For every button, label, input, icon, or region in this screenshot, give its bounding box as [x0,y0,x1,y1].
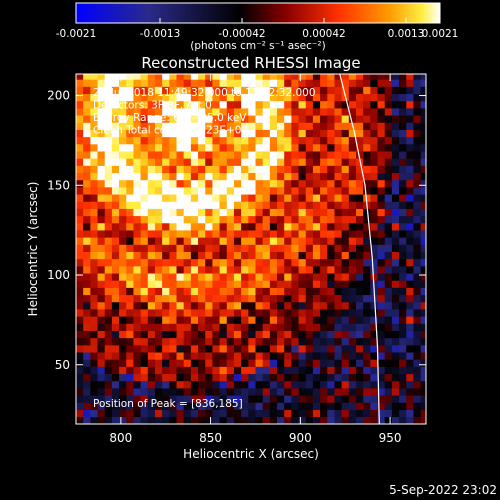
y-axis-label: Heliocentric Y (arcsec) [26,182,40,317]
colorbar-unit-label: (photons cm⁻² s⁻¹ asec⁻²) [190,40,325,52]
y-axis: 50 100 150 200 [47,89,426,372]
annotation-line: Detectors: 3F 8F, Att 0 [93,100,212,112]
annotation-line: Energy Range: 6.0 - 25.0 keV [93,112,247,124]
colorbar-tick-label: -0.0021 [56,28,97,40]
y-tick-label: 200 [47,89,70,103]
y-tick-label: 50 [55,358,70,372]
x-tick-label: 800 [109,431,132,445]
peak-position-label: Position of Peak = [836,185] [93,398,243,410]
colorbar-tick-label: -0.0013 [140,28,181,40]
annotation-line: 22-Jul-2018 11:49:32.000 to 11:52:32.000 [93,87,316,99]
plot-frame [75,73,427,425]
x-tick-label: 900 [289,431,312,445]
annotation-block: 22-Jul-2018 11:49:32.000 to 11:52:32.000… [93,87,316,137]
annotation-line: Clean Total counts: 3.23E+03 [93,125,248,137]
colorbar [75,2,441,24]
colorbar-tick-label: 0.0021 [422,28,459,40]
y-tick-label: 150 [47,178,70,192]
colorbar-tick-label: 0.0013 [388,28,425,40]
footer-timestamp: 5-Sep-2022 23:02 [389,483,497,497]
heatmap-image [76,74,426,424]
x-axis-label: Heliocentric X (arcsec) [183,447,319,461]
x-axis: 800 850 900 950 [109,74,402,445]
x-tick-label: 950 [379,431,402,445]
y-tick-label: 100 [47,268,70,282]
colorbar-ticks: -0.0021 -0.0013 -0.00042 0.00042 0.00130.002… [56,18,459,40]
colorbar-tick-label: -0.00042 [218,28,265,40]
x-tick-label: 850 [199,431,222,445]
solar-limb-line [339,74,380,424]
chart-title: Reconstructed RHESSI Image [141,54,360,72]
colorbar-tick-label: 0.00042 [302,28,345,40]
